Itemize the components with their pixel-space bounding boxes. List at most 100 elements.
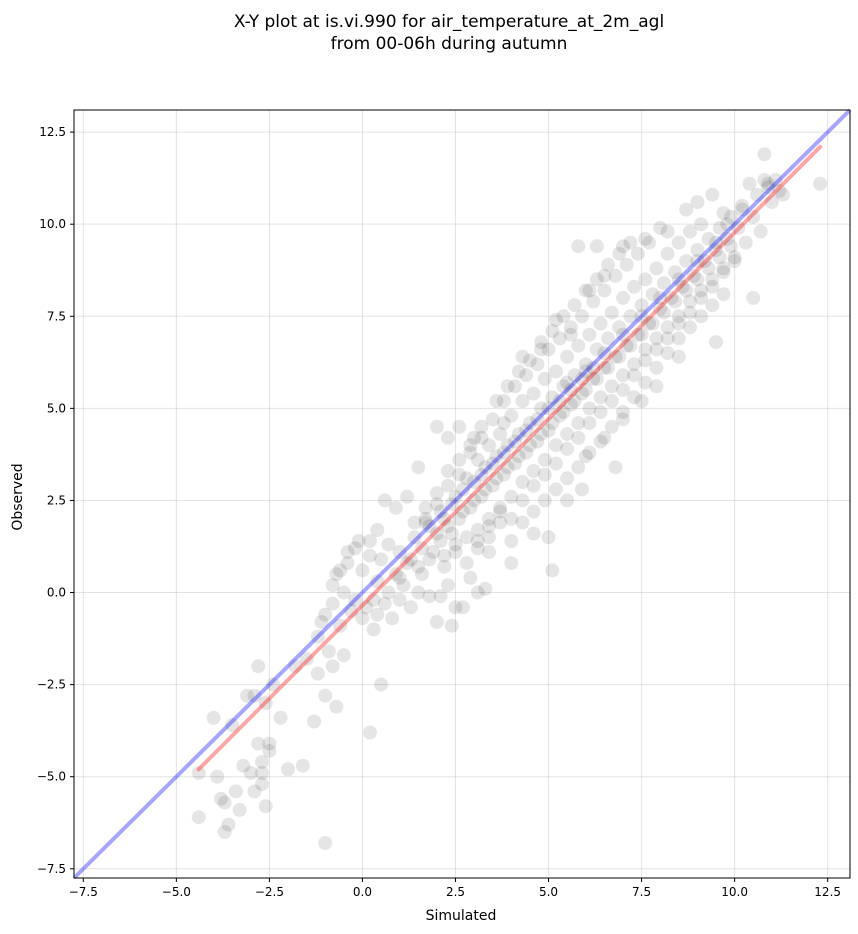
data-point: [534, 335, 549, 350]
data-point: [541, 423, 556, 438]
data-point: [612, 349, 627, 364]
data-point: [221, 817, 236, 832]
data-point: [281, 762, 295, 777]
data-point: [482, 519, 496, 534]
data-point: [463, 500, 478, 515]
data-point: [545, 390, 560, 405]
data-point: [448, 545, 463, 559]
data-point: [813, 176, 828, 191]
data-point: [597, 268, 612, 283]
data-point: [236, 758, 251, 773]
data-point: [727, 250, 742, 265]
data-point: [381, 537, 396, 552]
data-point: [522, 416, 537, 431]
data-point: [467, 475, 482, 489]
data-point: [448, 489, 463, 504]
data-point: [645, 287, 660, 302]
data-point: [325, 659, 340, 674]
data-point: [392, 545, 407, 559]
data-point: [701, 231, 716, 246]
data-point: [567, 368, 582, 383]
data-point: [329, 699, 344, 714]
data-point: [616, 327, 630, 342]
data-point: [474, 419, 489, 434]
data-point: [463, 445, 478, 460]
data-point: [240, 688, 255, 703]
data-point: [504, 556, 519, 571]
data-point: [400, 556, 415, 571]
data-point: [560, 493, 575, 508]
data-point: [403, 600, 418, 615]
data-point: [444, 526, 459, 541]
y-tick-label: 7.5: [47, 309, 66, 323]
data-point: [478, 460, 493, 475]
data-point: [370, 522, 385, 537]
data-point: [586, 360, 601, 375]
y-tick-label: 10.0: [39, 217, 66, 231]
data-point: [638, 342, 653, 357]
chart-title-line1: X-Y plot at is.vi.990 for air_temperatur…: [234, 12, 664, 32]
data-point: [616, 368, 630, 383]
data-point: [694, 309, 709, 324]
data-point: [534, 342, 549, 357]
data-point: [690, 272, 705, 287]
data-point: [429, 419, 444, 434]
data-point: [720, 217, 735, 232]
data-point: [374, 552, 389, 567]
data-point: [452, 467, 467, 482]
data-point: [623, 338, 638, 353]
data-point: [649, 261, 664, 276]
data-point: [545, 563, 560, 578]
data-point: [511, 364, 526, 379]
data-point: [705, 298, 720, 313]
data-point: [526, 386, 541, 401]
data-point: [482, 530, 496, 545]
x-tick-label: 5.0: [539, 885, 558, 899]
data-point: [321, 644, 336, 659]
data-point: [712, 220, 727, 235]
data-point: [705, 187, 720, 202]
data-point: [701, 261, 716, 276]
data-point: [616, 239, 630, 254]
data-point: [638, 353, 653, 368]
data-point: [370, 574, 385, 589]
data-point: [500, 379, 515, 394]
data-point: [761, 176, 776, 191]
data-point: [470, 585, 485, 600]
data-point: [441, 519, 455, 534]
data-point: [746, 290, 761, 305]
data-point: [415, 541, 429, 556]
data-point: [694, 217, 709, 232]
data-point: [709, 243, 723, 257]
data-point: [318, 688, 333, 703]
data-point: [455, 600, 470, 615]
data-point: [396, 578, 411, 593]
data-point: [448, 537, 463, 552]
data-point: [660, 346, 675, 361]
data-point: [314, 615, 329, 629]
data-point: [642, 316, 656, 331]
data-point: [441, 578, 455, 593]
grid-lines: [74, 110, 850, 878]
data-point: [683, 305, 697, 320]
data-point: [768, 173, 783, 187]
y-tick-label: 5.0: [47, 401, 66, 415]
data-point: [489, 394, 504, 408]
data-point: [683, 224, 697, 239]
regression-fit-line: [196, 144, 823, 772]
data-point: [228, 784, 243, 799]
x-tick-label: −5.0: [162, 885, 191, 899]
data-point: [597, 430, 612, 445]
data-point: [515, 349, 530, 364]
data-point: [489, 471, 504, 486]
data-point: [351, 534, 366, 548]
data-point: [522, 353, 537, 368]
data-point: [712, 250, 727, 265]
data-point: [255, 766, 269, 780]
data-point: [333, 563, 348, 578]
data-point: [649, 379, 664, 394]
data-point: [571, 239, 586, 254]
data-point: [638, 375, 653, 390]
data-point: [508, 456, 522, 471]
data-point: [191, 766, 206, 780]
